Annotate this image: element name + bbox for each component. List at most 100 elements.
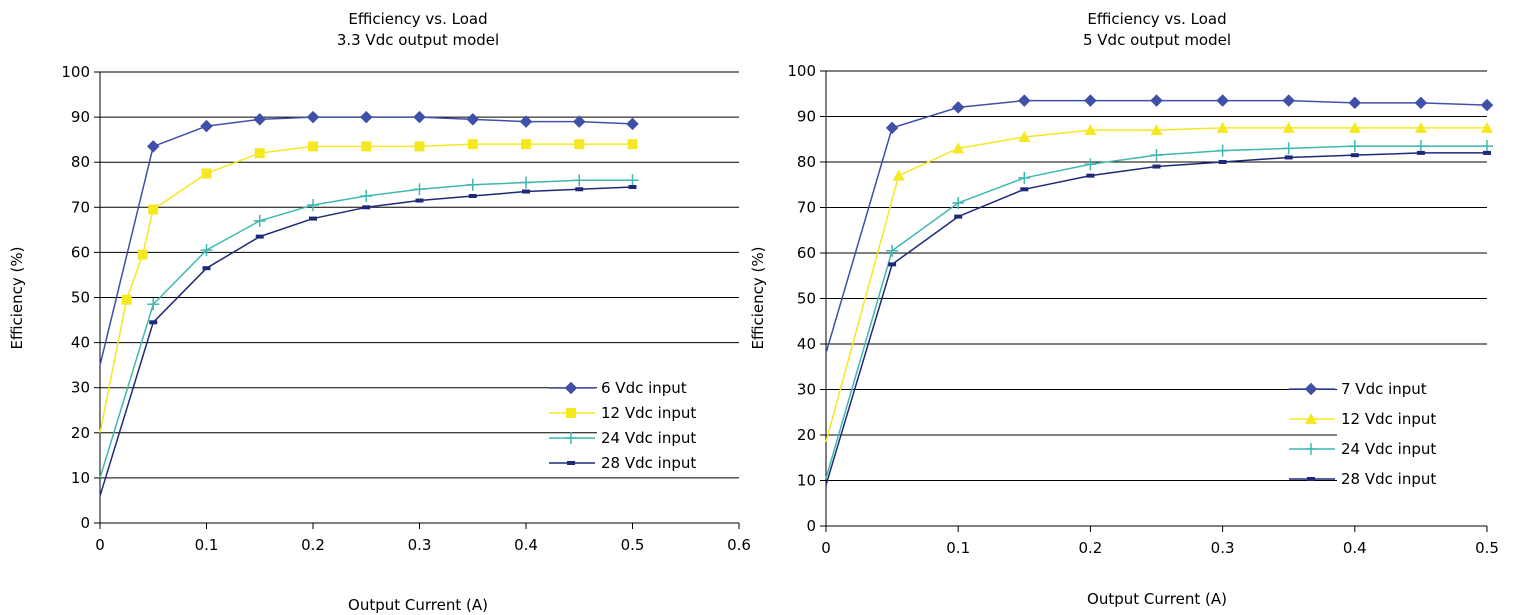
chart-left-xlabel: Output Current (A) <box>348 596 488 614</box>
x-tick-label: 0.2 <box>301 536 325 554</box>
data-point-28-vdc-input <box>888 262 897 267</box>
chart-right-subtitle: 5 Vdc output model <box>1083 31 1231 49</box>
data-point-12-vdc-input <box>1481 121 1493 133</box>
data-point-24-vdc-input <box>573 174 586 187</box>
data-point-6-vdc-input <box>306 110 320 124</box>
data-point-28-vdc-input <box>954 214 963 219</box>
y-tick-label: 0 <box>806 517 816 535</box>
data-point-28-vdc-input <box>362 205 371 210</box>
data-point-7-vdc-input <box>1084 94 1097 107</box>
data-point-28-vdc-input <box>202 266 211 271</box>
data-point-24-vdc-input <box>253 214 266 227</box>
y-tick-label: 40 <box>797 335 816 353</box>
data-point-24-vdc-input <box>626 174 639 187</box>
data-point-12-vdc-input <box>414 141 425 152</box>
data-point-6-vdc-input <box>359 110 373 124</box>
data-point-6-vdc-input <box>253 113 267 126</box>
data-point-7-vdc-input <box>1414 96 1428 110</box>
chart-left-title: Efficiency vs. Load <box>348 10 487 28</box>
x-tick-label: 0.4 <box>1343 539 1367 557</box>
legend-marker-6-vdc-input <box>564 381 578 395</box>
legend-marker-12-vdc-input <box>1305 413 1317 424</box>
data-point-12-vdc-input <box>574 139 585 150</box>
y-tick-label: 20 <box>797 426 816 444</box>
legend-marker-24-vdc-input <box>1305 443 1317 455</box>
data-point-28-vdc-input <box>1218 160 1227 164</box>
legend-label-28-vdc-input: 28 Vdc input <box>601 454 696 472</box>
data-point-12-vdc-input <box>627 139 638 150</box>
x-tick-label: 0.4 <box>514 536 538 554</box>
data-point-28-vdc-input <box>628 185 637 190</box>
y-tick-label: 40 <box>71 334 90 352</box>
series-line-6-vdc-input <box>99 116 633 366</box>
data-point-7-vdc-input <box>951 101 965 114</box>
y-tick-label: 70 <box>71 198 90 216</box>
chart-left-y-ticks: 0 10 20 30 40 50 60 70 80 90 100 <box>61 63 100 532</box>
legend-label-12-vdc-input: 12 Vdc input <box>601 404 696 422</box>
x-tick-label: 0.3 <box>408 536 432 554</box>
data-point-12-vdc-input <box>121 294 132 305</box>
chart-right-ylabel: Efficiency (%) <box>749 247 767 350</box>
chart-right-xlabel: Output Current (A) <box>1087 590 1227 608</box>
data-point-12-vdc-input <box>1282 121 1295 133</box>
chart-right: Efficiency vs. Load 5 Vdc output model E… <box>749 10 1517 608</box>
y-tick-label: 10 <box>71 469 90 487</box>
legend-marker-12-vdc-input <box>566 408 576 418</box>
data-point-24-vdc-input <box>520 176 532 189</box>
data-point-7-vdc-input <box>1348 96 1362 110</box>
data-point-12-vdc-input <box>952 142 965 154</box>
data-point-12-vdc-input <box>1084 124 1097 136</box>
x-tick-label: 0.2 <box>1078 539 1102 557</box>
data-point-6-vdc-input <box>519 115 533 128</box>
data-point-24-vdc-input <box>360 190 373 203</box>
data-point-12-vdc-input <box>467 139 478 150</box>
data-point-24-vdc-input <box>413 183 426 196</box>
data-point-12-vdc-input <box>148 204 159 215</box>
x-tick-label: 0.5 <box>1475 539 1499 557</box>
data-point-7-vdc-input <box>1216 94 1229 107</box>
data-point-28-vdc-input <box>415 198 424 203</box>
data-point-7-vdc-input <box>1017 94 1031 107</box>
data-point-12-vdc-input <box>254 148 265 159</box>
data-point-6-vdc-input <box>466 113 480 126</box>
data-point-7-vdc-input <box>885 121 899 135</box>
y-tick-label: 30 <box>797 381 816 399</box>
data-point-24-vdc-input <box>1018 171 1031 184</box>
data-point-24-vdc-input <box>1481 140 1493 153</box>
legend-label-24-vdc-input: 24 Vdc input <box>601 429 696 447</box>
data-point-24-vdc-input <box>147 298 160 311</box>
y-tick-label: 30 <box>71 379 90 397</box>
y-tick-label: 90 <box>797 108 816 126</box>
data-point-28-vdc-input <box>309 216 317 221</box>
data-point-28-vdc-input <box>1152 164 1161 169</box>
legend-label-7-vdc-input: 7 Vdc input <box>1341 380 1427 398</box>
x-tick-label: 0 <box>95 536 105 554</box>
chart-right-title: Efficiency vs. Load <box>1087 10 1226 28</box>
data-point-12-vdc-input <box>308 141 318 152</box>
legend-label-12-vdc-input: 12 Vdc input <box>1341 410 1436 428</box>
series-line-12-vdc-input <box>99 143 633 433</box>
data-point-24-vdc-input <box>1216 144 1229 157</box>
data-point-28-vdc-input <box>575 187 584 192</box>
x-tick-label: 0.6 <box>727 536 751 554</box>
legend-background <box>1337 377 1517 491</box>
legend-marker-7-vdc-input <box>1304 382 1318 396</box>
data-point-12-vdc-input <box>521 139 531 150</box>
x-tick-label: 0.1 <box>946 539 970 557</box>
y-tick-label: 80 <box>797 153 816 171</box>
data-point-6-vdc-input <box>146 140 160 153</box>
data-point-24-vdc-input <box>1084 158 1097 171</box>
y-tick-label: 60 <box>797 244 816 262</box>
series-line-28-vdc-input <box>99 186 633 497</box>
data-point-12-vdc-input <box>361 141 372 152</box>
y-tick-label: 60 <box>71 243 90 261</box>
data-point-28-vdc-input <box>255 234 264 239</box>
data-point-24-vdc-input <box>466 178 479 191</box>
data-point-6-vdc-input <box>626 117 639 131</box>
chart-left-subtitle: 3.3 Vdc output model <box>337 31 499 49</box>
legend-label-6-vdc-input: 6 Vdc input <box>601 379 687 397</box>
legend-marker-24-vdc-input <box>565 432 577 444</box>
data-point-6-vdc-input <box>572 115 586 128</box>
legend-marker-28-vdc-input <box>1307 477 1315 481</box>
